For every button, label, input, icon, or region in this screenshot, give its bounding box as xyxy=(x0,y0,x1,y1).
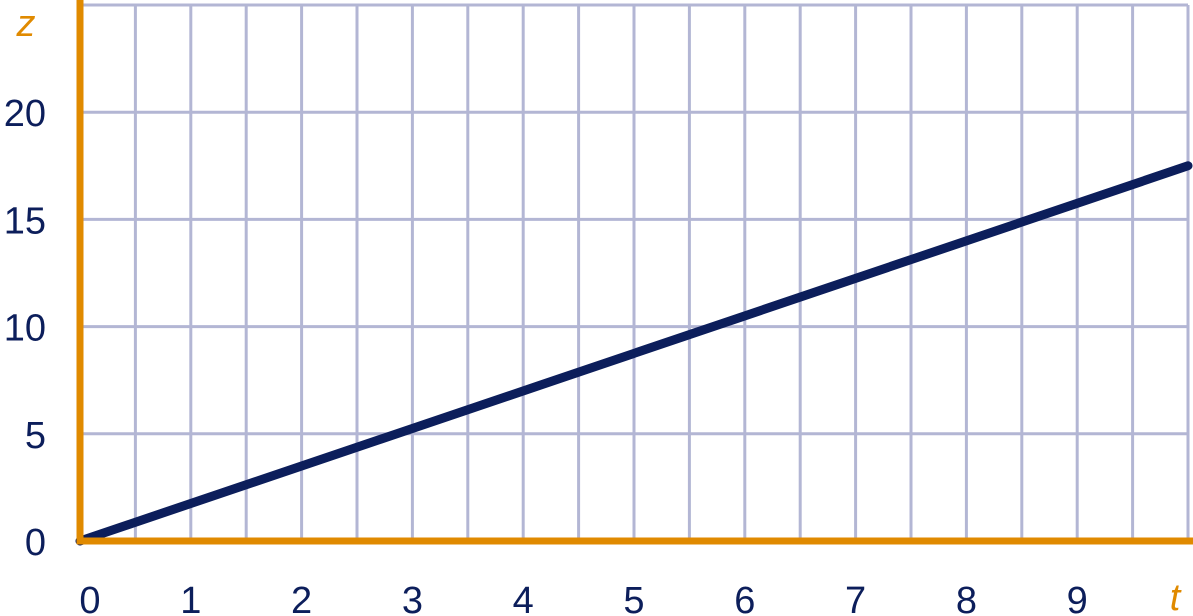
y-tick-label: 0 xyxy=(25,522,46,564)
x-tick-label: 1 xyxy=(180,580,201,616)
x-tick-label: 3 xyxy=(402,580,423,616)
y-tick-label: 20 xyxy=(4,93,46,135)
x-tick-label: 9 xyxy=(1067,580,1088,616)
tick-labels: 0 1 2 3 4 5 6 7 8 9 0 5 10 15 20 xyxy=(4,93,1088,616)
y-tick-label: 15 xyxy=(4,200,46,242)
x-tick-label: 0 xyxy=(79,580,100,616)
x-tick-label: 5 xyxy=(623,580,644,616)
y-tick-label: 10 xyxy=(4,308,46,350)
series xyxy=(75,161,1193,546)
y-tick-label: 5 xyxy=(25,415,46,457)
x-tick-label: 4 xyxy=(513,580,534,616)
x-axis-label: t xyxy=(1170,577,1182,616)
x-tick-label: 8 xyxy=(956,580,977,616)
axes xyxy=(76,0,1193,545)
x-tick-label: 6 xyxy=(734,580,755,616)
x-tick-label: 2 xyxy=(291,580,312,616)
grid xyxy=(80,3,1190,541)
x-tick-label: 7 xyxy=(845,580,866,616)
series-line xyxy=(75,161,1193,546)
y-axis-label: z xyxy=(16,3,36,45)
